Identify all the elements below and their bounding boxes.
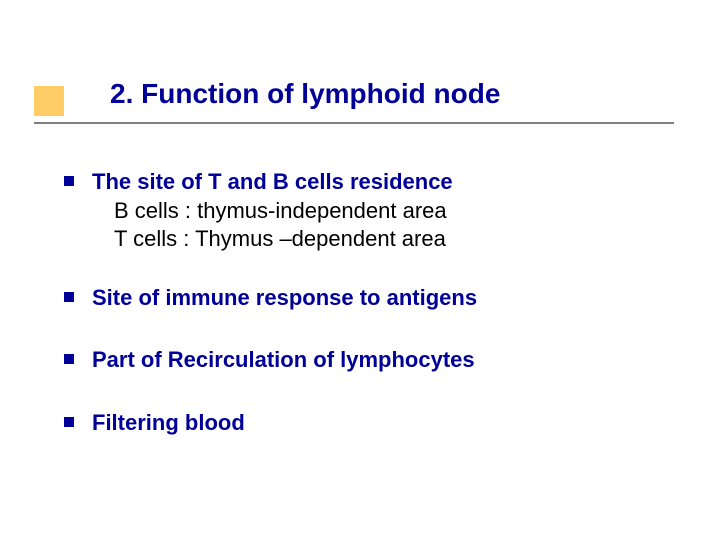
- bullet-subline: B cells : thymus-independent area: [114, 197, 664, 226]
- slide-body: The site of T and B cells residence B ce…: [64, 168, 664, 472]
- accent-square-icon: [34, 86, 64, 116]
- bullet-square-icon: [64, 292, 74, 302]
- bullet-square-icon: [64, 354, 74, 364]
- bullet-item: Part of Recirculation of lymphocytes: [64, 346, 664, 375]
- title-underline: [34, 122, 674, 124]
- bullet-text: Part of Recirculation of lymphocytes: [92, 346, 475, 375]
- bullet-group-1: The site of T and B cells residence B ce…: [64, 168, 664, 254]
- bullet-subline: T cells : Thymus –dependent area: [114, 225, 664, 254]
- bullet-item: Site of immune response to antigens: [64, 284, 664, 313]
- slide-title: 2. Function of lymphoid node: [110, 78, 500, 110]
- bullet-text: The site of T and B cells residence: [92, 168, 453, 197]
- slide: 2. Function of lymphoid node The site of…: [0, 0, 720, 540]
- bullet-item: Filtering blood: [64, 409, 664, 438]
- bullet-square-icon: [64, 176, 74, 186]
- bullet-text: Filtering blood: [92, 409, 245, 438]
- bullet-square-icon: [64, 417, 74, 427]
- bullet-item: The site of T and B cells residence: [64, 168, 664, 197]
- bullet-text: Site of immune response to antigens: [92, 284, 477, 313]
